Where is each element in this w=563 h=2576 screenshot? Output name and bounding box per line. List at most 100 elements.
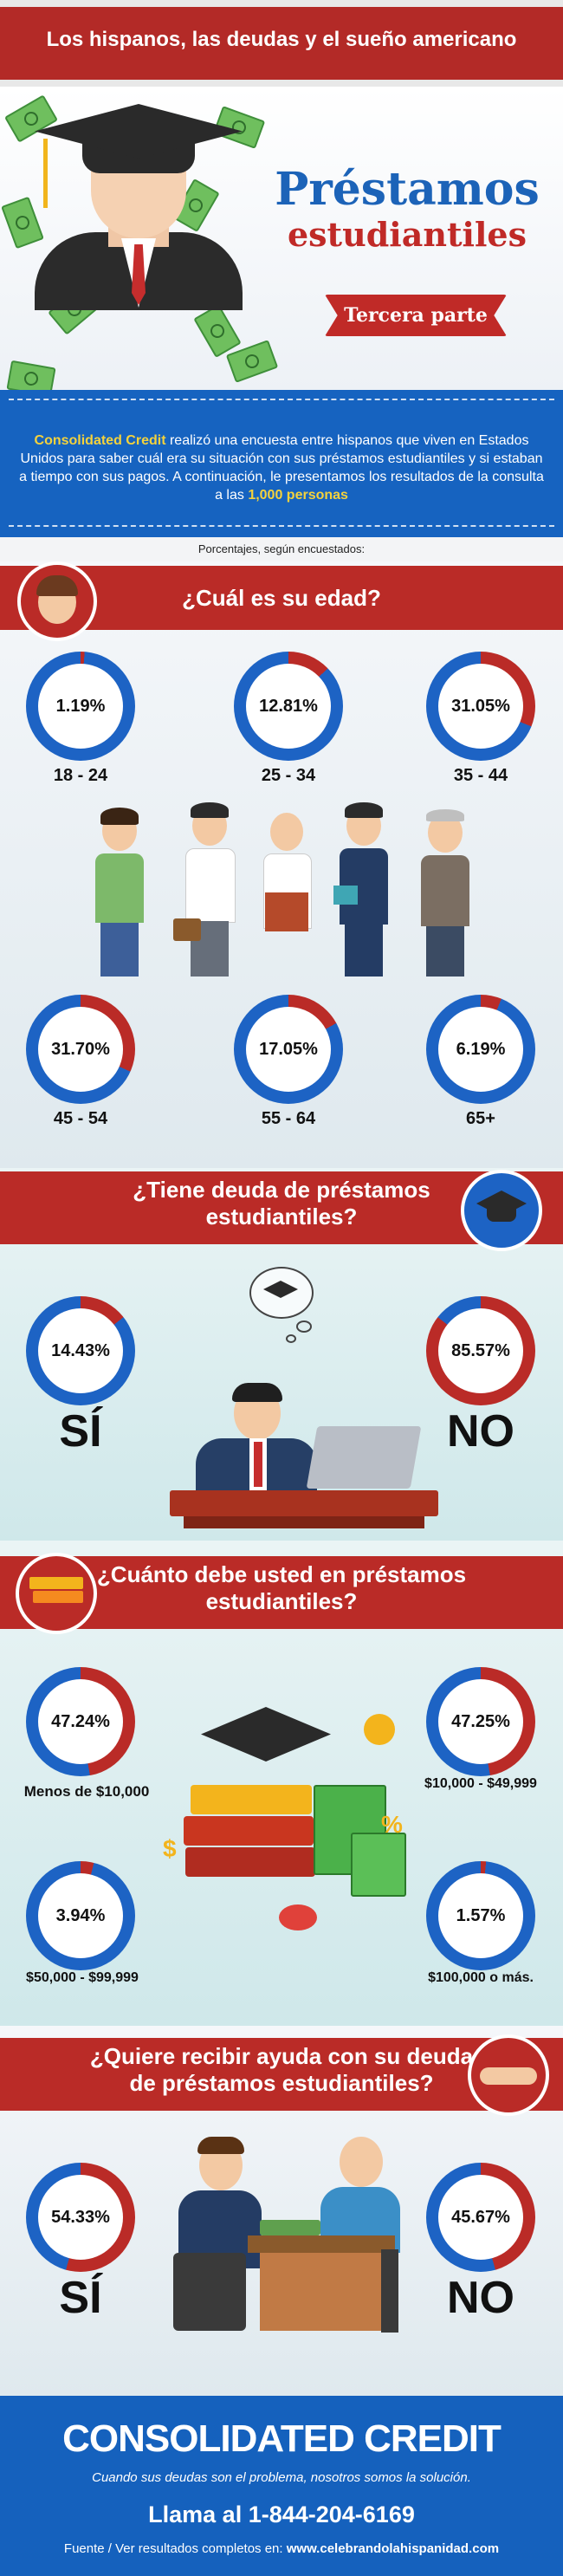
footer: CONSOLIDATED CREDIT Cuando sus deudas so…	[0, 2396, 563, 2576]
footer-phone[interactable]: Llama al 1-844-204-6169	[148, 2501, 415, 2527]
footer-source: Fuente / Ver resultados completos en: ww…	[0, 2541, 563, 2556]
age-title-text: ¿Cuál es su edad?	[182, 585, 381, 611]
intro-text: Consolidated Credit realizó una encuesta…	[16, 431, 547, 504]
source-link[interactable]: www.celebrandolahispanidad.com	[286, 2541, 500, 2556]
person-hair	[191, 802, 229, 818]
cap-tassel	[43, 139, 48, 208]
person-body	[95, 853, 144, 923]
donut-help-yes: 54.33%	[26, 2163, 135, 2272]
donut-age-35-44: 31.05%	[426, 652, 535, 761]
hero-ribbon: Tercera parte	[325, 295, 507, 336]
help-yes-label: SÍ	[59, 2273, 102, 2323]
woman-head	[340, 2137, 383, 2187]
dollar-icon: $	[163, 1835, 177, 1862]
handshake-icon	[468, 2034, 549, 2116]
cap-base	[487, 1208, 516, 1222]
person-skirt	[265, 892, 308, 931]
thought-dot	[296, 1320, 312, 1333]
donut-value: 3.94%	[38, 1873, 123, 1958]
donut-label: 18 - 24	[53, 766, 108, 785]
coin-icon	[364, 1714, 395, 1745]
avatar-hair	[36, 575, 78, 596]
help-no-label: NO	[447, 2273, 514, 2323]
worker-hair	[232, 1383, 282, 1402]
debt-no-label: NO	[447, 1406, 514, 1457]
source-prefix: Fuente / Ver resultados completos en:	[63, 2541, 287, 2556]
money-bill-icon	[3, 94, 59, 143]
donut-amount-10k-49k: 47.25%	[426, 1667, 535, 1776]
donut-value: 14.43%	[38, 1308, 123, 1393]
donut-value: 31.70%	[38, 1007, 123, 1092]
donut-value: 6.19%	[438, 1007, 523, 1092]
donut-value: 47.25%	[438, 1679, 523, 1764]
person-hair	[426, 809, 464, 821]
intro-brand: Consolidated Credit	[34, 433, 166, 448]
donut-age-25-34: 12.81%	[234, 652, 343, 761]
donut-value: 1.19%	[38, 664, 123, 749]
chair-leg	[381, 2249, 398, 2333]
hero-title-line1: Préstamos	[275, 163, 540, 216]
donut-value: 45.67%	[438, 2175, 523, 2260]
donut-value: 31.05%	[438, 664, 523, 749]
donut-label: $100,000 o más.	[428, 1970, 534, 1985]
person-body	[185, 848, 236, 923]
header-title: Los hispanos, las deudas y el sueño amer…	[46, 28, 517, 51]
desk-edge	[184, 1516, 424, 1528]
person-legs	[345, 925, 383, 977]
book	[191, 1785, 312, 1814]
table-front	[260, 2253, 381, 2331]
help-title-line2: de préstamos estudiantiles?	[129, 2070, 434, 2096]
donut-debt-yes: 14.43%	[26, 1296, 135, 1405]
table-top	[248, 2235, 395, 2253]
donut-debt-no: 85.57%	[426, 1296, 535, 1405]
money-bill-icon	[193, 303, 242, 359]
book	[185, 1847, 315, 1877]
money-bill-icon	[6, 360, 56, 390]
donut-label: $50,000 - $99,999	[26, 1970, 139, 1985]
donut-value: 17.05%	[246, 1007, 331, 1092]
desk	[170, 1490, 438, 1516]
percent-icon: %	[381, 1811, 403, 1838]
donut-label: 55 - 64	[261, 1109, 316, 1128]
hero-title-line2: estudiantiles	[287, 215, 527, 254]
laptop-icon	[306, 1426, 422, 1489]
person-head	[270, 813, 303, 851]
donut-amount-under-10k: 47.24%	[26, 1667, 135, 1776]
donut-age-65-plus: 6.19%	[426, 995, 535, 1104]
donut-label: 25 - 34	[261, 766, 316, 785]
help-title-line1: ¿Quiere recibir ayuda con su deuda	[89, 2043, 474, 2069]
top-banner: Los hispanos, las deudas y el sueño amer…	[0, 0, 563, 87]
man-hair	[197, 2137, 244, 2154]
book	[33, 1591, 83, 1603]
donut-value: 47.24%	[38, 1679, 123, 1764]
donut-help-no: 45.67%	[426, 2163, 535, 2272]
debt-title-line2: estudiantiles?	[205, 1204, 358, 1230]
donut-value: 54.33%	[38, 2175, 123, 2260]
person-hair	[100, 808, 139, 825]
graduation-cap-icon	[461, 1170, 542, 1251]
donut-label: Menos de $10,000	[23, 1783, 150, 1800]
dashed-divider	[9, 399, 554, 400]
donut-amount-100k-plus: 1.57%	[426, 1861, 535, 1970]
person-avatar-icon	[17, 561, 97, 641]
thought-dot	[286, 1334, 296, 1343]
person-body	[421, 855, 469, 926]
banner-stripe-top	[0, 0, 563, 7]
survey-note: Porcentajes, según encuestados:	[197, 542, 366, 555]
dashed-divider	[9, 525, 554, 527]
book	[29, 1577, 83, 1589]
folder-icon	[333, 886, 358, 905]
donut-amount-50k-99k: 3.94%	[26, 1861, 135, 1970]
worker-tie	[254, 1442, 262, 1487]
amount-title-line2: estudiantiles?	[205, 1588, 358, 1614]
donut-age-45-54: 31.70%	[26, 995, 135, 1104]
donut-value: 12.81%	[246, 664, 331, 749]
donut-label: 35 - 44	[453, 766, 508, 785]
amount-title-line1: ¿Cuánto debe usted en préstamos	[96, 1561, 467, 1587]
document-icon	[260, 2220, 320, 2235]
brand-logo[interactable]: CONSOLIDATED CREDIT	[62, 2417, 502, 2460]
donut-label: 65+	[466, 1109, 495, 1128]
banner-stripe-bottom	[0, 80, 563, 87]
intro-highlight: 1,000 personas	[248, 488, 348, 503]
donut-value: 1.57%	[438, 1873, 523, 1958]
